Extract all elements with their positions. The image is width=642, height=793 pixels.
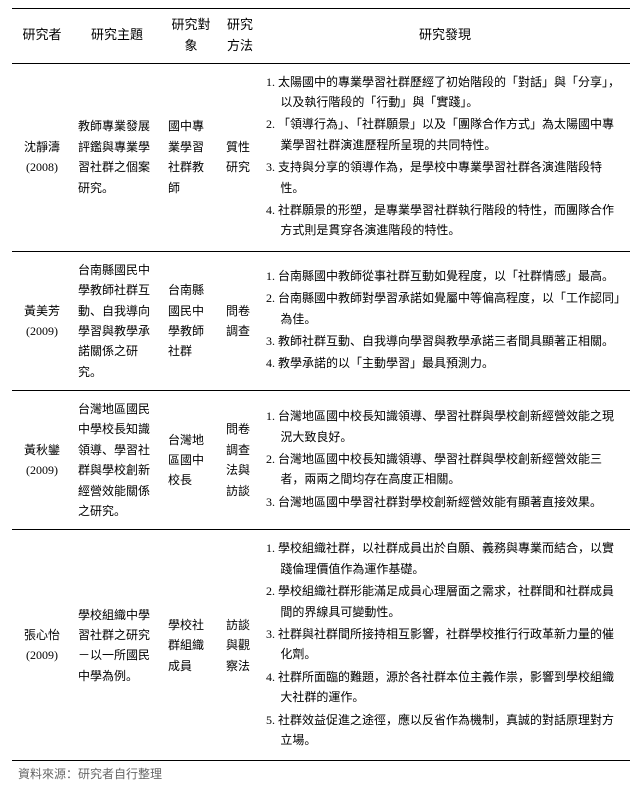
findings-list: 1. 太陽國中的專業學習社群歷經了初始階段的「對話」與「分享」，以及執行階段的「… xyxy=(266,72,624,241)
cell-findings: 1. 台灣地區國中校長知識領導、學習社群與學校創新經營效能之現況大致良好。2. … xyxy=(260,391,630,530)
table-row: 黃美芳(2009)台南縣國民中學教師社群互動、自我導向學習與教學承諾關係之研究。… xyxy=(12,251,630,390)
cell-findings: 1. 台南縣國中教師從事社群互動如覺程度，以「社群情感」最高。2. 台南縣國中教… xyxy=(260,251,630,390)
cell-topic: 學校組織中學習社群之研究－以一所國民中學為例。 xyxy=(72,530,162,761)
cell-topic: 台灣地區國民中學校長知識領導、學習社群與學校創新經營效能關係之研究。 xyxy=(72,391,162,530)
cell-target: 台灣地區國中校長 xyxy=(162,391,220,530)
author-name: 沈靜濤 xyxy=(18,137,66,157)
cell-method: 問卷調查法與訪談 xyxy=(220,391,260,530)
cell-target: 台南縣國民中學教師社群 xyxy=(162,251,220,390)
cell-findings: 1. 學校組織社群，以社群成員出於自願、義務與專業而結合，以實踐倫理價值作為運作… xyxy=(260,530,630,761)
findings-list: 1. 台灣地區國中校長知識領導、學習社群與學校創新經營效能之現況大致良好。2. … xyxy=(266,406,624,512)
finding-item: 3. 教師社群互動、自我導向學習與教學承諾三者間具顯著正相關。 xyxy=(266,331,624,351)
cell-author: 沈靜濤(2008) xyxy=(12,63,72,251)
header-method: 研究方法 xyxy=(220,9,260,64)
cell-method: 訪談與觀察法 xyxy=(220,530,260,761)
cell-author: 張心怡(2009) xyxy=(12,530,72,761)
finding-item: 3. 支持與分享的領導作為，是學校中專業學習社群各演進階段特性。 xyxy=(266,157,624,198)
cell-author: 黃美芳(2009) xyxy=(12,251,72,390)
cell-topic: 台南縣國民中學教師社群互動、自我導向學習與教學承諾關係之研究。 xyxy=(72,251,162,390)
finding-item: 4. 社群願景的形塑，是專業學習社群執行階段的特性，而團隊合作方式則是貫穿各演進… xyxy=(266,200,624,241)
author-year: (2009) xyxy=(18,321,66,341)
findings-list: 1. 學校組織社群，以社群成員出於自願、義務與專業而結合，以實踐倫理價值作為運作… xyxy=(266,538,624,750)
finding-item: 3. 社群與社群間所接持相互影響，社群學校推行行政革新力量的催化劑。 xyxy=(266,624,624,665)
table-row: 張心怡(2009)學校組織中學習社群之研究－以一所國民中學為例。學校社群組織成員… xyxy=(12,530,630,761)
source-note: 資料來源：研究者自行整理 xyxy=(12,765,630,784)
finding-item: 1. 太陽國中的專業學習社群歷經了初始階段的「對話」與「分享」，以及執行階段的「… xyxy=(266,72,624,113)
finding-item: 2. 台灣地區國中校長知識領導、學習社群與學校創新經營效能三者，兩兩之間均存在高… xyxy=(266,449,624,490)
author-name: 黃秋鑾 xyxy=(18,440,66,460)
finding-item: 1. 台南縣國中教師從事社群互動如覺程度，以「社群情感」最高。 xyxy=(266,266,624,286)
finding-item: 2. 台南縣國中教師對學習承諾如覺屬中等偏高程度，以「工作認同」為佳。 xyxy=(266,288,624,329)
cell-method: 質性研究 xyxy=(220,63,260,251)
finding-item: 1. 台灣地區國中校長知識領導、學習社群與學校創新經營效能之現況大致良好。 xyxy=(266,406,624,447)
finding-item: 2. 學校組織社群形能滿足成員心理層面之需求，社群間和社群成員間的界線具可變動性… xyxy=(266,581,624,622)
cell-findings: 1. 太陽國中的專業學習社群歷經了初始階段的「對話」與「分享」，以及執行階段的「… xyxy=(260,63,630,251)
table-row: 黃秋鑾(2009)台灣地區國民中學校長知識領導、學習社群與學校創新經營效能關係之… xyxy=(12,391,630,530)
author-name: 張心怡 xyxy=(18,625,66,645)
cell-method: 問卷調查 xyxy=(220,251,260,390)
finding-item: 5. 社群效益促進之途徑，應以反省作為機制，真誠的對話原理對方立場。 xyxy=(266,710,624,751)
header-author: 研究者 xyxy=(12,9,72,64)
author-year: (2009) xyxy=(18,645,66,665)
author-year: (2009) xyxy=(18,460,66,480)
header-target: 研究對象 xyxy=(162,9,220,64)
table-header-row: 研究者 研究主題 研究對象 研究方法 研究發現 xyxy=(12,9,630,64)
finding-item: 1. 學校組織社群，以社群成員出於自願、義務與專業而結合，以實踐倫理價值作為運作… xyxy=(266,538,624,579)
finding-item: 4. 教學承諾的以「主動學習」最具預測力。 xyxy=(266,353,624,373)
finding-item: 2. 「領導行為」、「社群願景」以及「團隊合作方式」為太陽國中專業學習社群演進歷… xyxy=(266,114,624,155)
cell-author: 黃秋鑾(2009) xyxy=(12,391,72,530)
cell-target: 國中專業學習社群教師 xyxy=(162,63,220,251)
author-year: (2008) xyxy=(18,157,66,177)
cell-topic: 教師專業發展評鑑與專業學習社群之個案研究。 xyxy=(72,63,162,251)
finding-item: 4. 社群所面臨的難題，源於各社群本位主義作祟，影響到學校組織大社群的運作。 xyxy=(266,667,624,708)
header-findings: 研究發現 xyxy=(260,9,630,64)
cell-target: 學校社群組織成員 xyxy=(162,530,220,761)
finding-item: 3. 台灣地區國中學習社群對學校創新經營效能有顯著直接效果。 xyxy=(266,492,624,512)
research-summary-table: 研究者 研究主題 研究對象 研究方法 研究發現 沈靜濤(2008)教師專業發展評… xyxy=(12,8,630,761)
findings-list: 1. 台南縣國中教師從事社群互動如覺程度，以「社群情感」最高。2. 台南縣國中教… xyxy=(266,266,624,374)
author-name: 黃美芳 xyxy=(18,301,66,321)
table-row: 沈靜濤(2008)教師專業發展評鑑與專業學習社群之個案研究。國中專業學習社群教師… xyxy=(12,63,630,251)
header-topic: 研究主題 xyxy=(72,9,162,64)
